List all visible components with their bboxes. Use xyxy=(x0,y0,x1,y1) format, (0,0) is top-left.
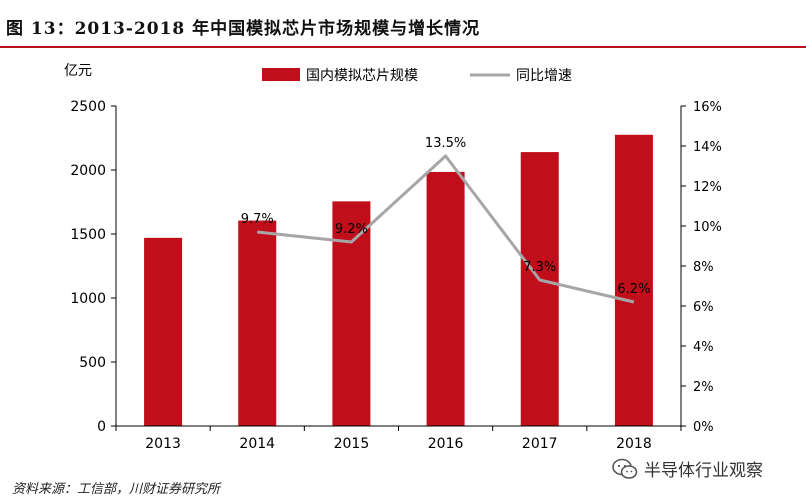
legend-swatch-bar xyxy=(262,68,300,81)
x-tick-label: 2014 xyxy=(239,436,275,452)
growth-rate-label: 13.5% xyxy=(425,136,466,151)
x-tick-label: 2017 xyxy=(522,436,558,452)
watermark: 半导体行业观察 xyxy=(612,456,763,481)
bar-2018 xyxy=(614,134,653,427)
wechat-icon xyxy=(612,458,638,479)
y-right-tick-label: 6% xyxy=(693,300,714,315)
watermark-text: 半导体行业观察 xyxy=(644,461,763,481)
legend-label-line: 同比增速 xyxy=(516,68,572,84)
growth-rate-label: 9.2% xyxy=(335,222,368,237)
y-left-tick-label: 1500 xyxy=(70,227,106,243)
y-right-tick-label: 12% xyxy=(693,180,722,195)
title-divider xyxy=(0,46,806,48)
y-left-tick-label: 1000 xyxy=(70,291,106,307)
bar-2017 xyxy=(520,152,559,426)
growth-rate-line xyxy=(257,154,635,304)
y-left-tick-label: 0 xyxy=(97,419,106,435)
growth-rate-label: 7.3% xyxy=(523,260,556,275)
y-right-tick-label: 14% xyxy=(693,140,722,155)
legend-label-bar: 国内模拟芯片规模 xyxy=(306,68,418,84)
x-tick-label: 2016 xyxy=(428,436,464,452)
y-right-tick-label: 10% xyxy=(693,220,722,235)
bar-2013 xyxy=(144,237,183,426)
y-right-tick-label: 0% xyxy=(693,420,714,435)
x-tick-label: 2013 xyxy=(145,436,181,452)
y-left-axis-label: 亿元 xyxy=(64,63,92,79)
y-right-tick-label: 16% xyxy=(693,100,722,115)
y-right-tick-label: 2% xyxy=(693,380,714,395)
bar-2016 xyxy=(426,171,465,426)
y-right-tick-label: 8% xyxy=(693,260,714,275)
growth-rate-label: 6.2% xyxy=(617,282,650,297)
y-left-tick-label: 500 xyxy=(79,355,106,371)
source-note: 资料来源：工信部，川财证券研究所 xyxy=(12,482,221,497)
growth-rate-label: 9.7% xyxy=(241,212,274,227)
bar-2014 xyxy=(238,220,277,426)
x-tick-label: 2015 xyxy=(334,436,370,452)
bar-2015 xyxy=(332,201,371,426)
x-tick-label: 2018 xyxy=(616,436,652,452)
y-left-tick-label: 2500 xyxy=(70,99,106,115)
figure-title: 图 13：2013-2018 年中国模拟芯片市场规模与增长情况 xyxy=(6,19,481,39)
y-left-tick-label: 2000 xyxy=(70,163,106,179)
chart: 0 500 1000 1500 2000 2500 亿元 0% 2% 4% 6% 8% 10% 12% 14… xyxy=(64,63,722,452)
y-right-tick-label: 4% xyxy=(693,340,714,355)
